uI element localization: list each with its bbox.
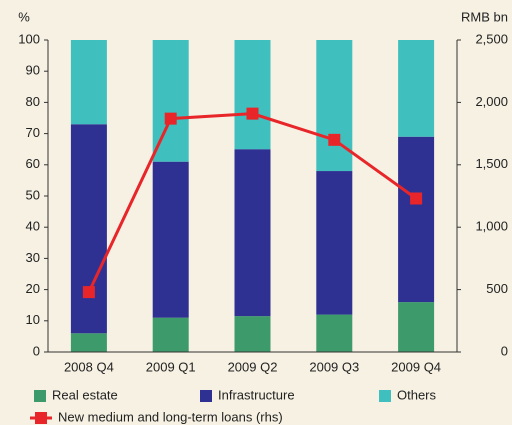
legend-label: New medium and long-term loans (rhs) [58,409,283,424]
legend-label: Infrastructure [218,387,295,402]
x-tick-label: 2009 Q4 [391,359,441,374]
y-tick-label: 40 [26,219,40,234]
bar-segment [70,40,107,125]
y-tick-label: 70 [26,125,40,140]
line-marker [246,107,259,120]
y2-tick-label: 0 [501,343,508,358]
bar-segment [398,136,435,303]
legend-swatch [35,412,47,424]
y-tick-label: 50 [26,187,40,202]
y2-tick-label: 2,000 [475,94,508,109]
legend-swatch [34,390,46,402]
line-marker [164,112,177,125]
line-marker [328,133,341,146]
bar-segment [70,124,107,334]
y-tick-label: 60 [26,156,40,171]
legend-swatch [200,390,212,402]
bar-segment [70,333,107,352]
x-tick-label: 2009 Q3 [309,359,359,374]
x-tick-label: 2009 Q2 [228,359,278,374]
bar-segment [234,316,271,352]
y-tick-label: 10 [26,312,40,327]
y-tick-label: 20 [26,281,40,296]
bar-segment [398,40,435,137]
y2-tick-label: 1,500 [475,156,508,171]
bar-segment [316,171,353,315]
x-tick-label: 2009 Q1 [146,359,196,374]
y-tick-label: 100 [18,31,40,46]
bar-segment [234,149,271,317]
legend-swatch [379,390,391,402]
y2-tick-label: 1,000 [475,219,508,234]
legend-label: Real estate [52,387,118,402]
bar-segment [152,317,189,352]
bar-segment [234,40,271,150]
line-marker [82,286,95,299]
bar-segment [316,40,353,172]
y-tick-label: 0 [33,343,40,358]
y2-tick-label: 500 [486,281,508,296]
y-axis-label: % [18,9,30,24]
y2-tick-label: 2,500 [475,31,508,46]
y-tick-label: 90 [26,63,40,78]
y-tick-label: 80 [26,94,40,109]
y2-axis-label: RMB bn [461,9,508,24]
bar-segment [316,314,353,352]
x-tick-label: 2008 Q4 [64,359,114,374]
line-marker [410,192,423,205]
bar-segment [152,161,189,318]
legend-label: Others [397,387,437,402]
y-tick-label: 30 [26,250,40,265]
bar-segment [398,302,435,352]
